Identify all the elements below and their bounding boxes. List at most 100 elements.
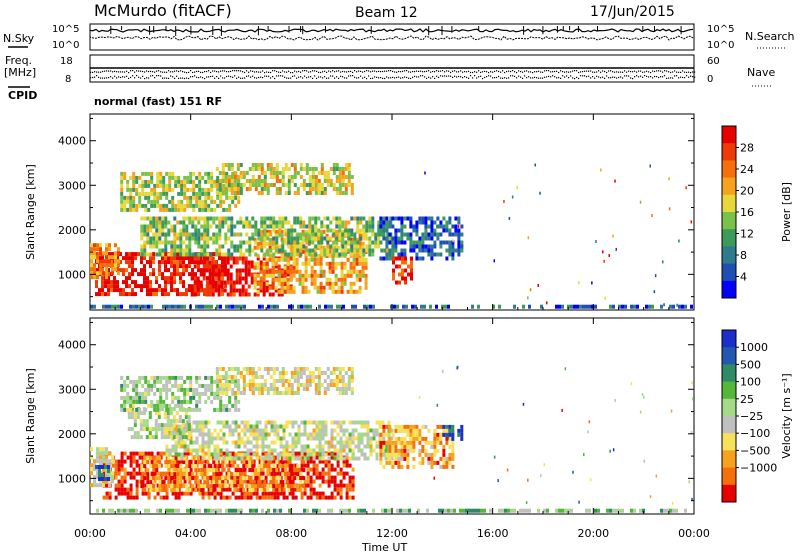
heatmap-cell <box>132 495 136 500</box>
heatmap-cell <box>96 455 99 460</box>
heatmap-cell <box>254 224 258 229</box>
heatmap-cell <box>254 472 258 477</box>
freq-point <box>226 71 228 73</box>
freq-point <box>404 70 406 72</box>
freq-point <box>184 71 186 73</box>
heatmap-cell <box>280 229 284 234</box>
heatmap-cell <box>303 424 307 429</box>
heatmap-cell <box>90 267 93 272</box>
heatmap-cell <box>221 224 225 229</box>
nave-point <box>230 76 232 78</box>
heatmap-cell <box>191 224 195 229</box>
heatmap-cell <box>281 468 285 473</box>
heatmap-cell <box>226 276 230 281</box>
heatmap-cell <box>206 260 209 265</box>
heatmap-cell <box>303 448 307 453</box>
heatmap-cell <box>139 435 143 440</box>
heatmap-cell <box>114 304 117 309</box>
heatmap-cell <box>179 468 183 473</box>
heatmap-cell <box>185 484 189 489</box>
heatmap-cell <box>296 220 300 225</box>
heatmap-cell <box>165 304 168 309</box>
nave-point <box>104 77 106 79</box>
heatmap-cell <box>180 459 184 464</box>
heatmap-cell <box>350 183 354 187</box>
heatmap-cell <box>200 464 204 469</box>
heatmap-cell <box>311 248 315 253</box>
heatmap-cell <box>292 273 296 278</box>
heatmap-cell <box>302 224 306 229</box>
heatmap-cell <box>275 248 279 253</box>
heatmap-cell <box>328 281 332 286</box>
heatmap-cell <box>159 171 163 176</box>
heatmap-cell <box>320 171 324 175</box>
heatmap-cell <box>394 452 398 457</box>
heatmap-cell <box>377 220 381 225</box>
heatmap-cell <box>111 475 114 480</box>
heatmap-cell <box>107 276 110 281</box>
nave-point <box>572 77 574 79</box>
freq-point <box>94 71 96 73</box>
heatmap-cell <box>335 191 339 195</box>
heatmap-cell <box>204 424 208 429</box>
heatmap-cell <box>95 284 98 289</box>
heatmap-cell <box>252 491 256 496</box>
heatmap-cell <box>315 428 319 433</box>
heatmap-cell <box>152 224 156 229</box>
heatmap-cell <box>251 488 255 493</box>
heatmap-cell <box>392 256 395 261</box>
heatmap-cell <box>331 257 335 262</box>
heatmap-cell <box>142 419 146 424</box>
heatmap-cell <box>284 163 288 167</box>
heatmap-cell <box>268 268 272 273</box>
heatmap-cell <box>171 187 175 192</box>
heatmap-cell <box>182 472 186 477</box>
heatmap-cell <box>288 420 292 425</box>
nave-point <box>174 77 176 79</box>
heatmap-cell <box>374 236 378 241</box>
heatmap-cell <box>306 459 310 464</box>
heatmap-cell <box>227 252 231 257</box>
freq-point <box>578 71 580 74</box>
heatmap-cell <box>672 304 675 309</box>
heatmap-cell <box>225 448 229 453</box>
heatmap-cell <box>254 163 258 167</box>
heatmap-cell <box>99 479 102 484</box>
heatmap-cell <box>216 452 220 457</box>
heatmap-cell <box>286 289 290 294</box>
nave-point <box>550 76 552 78</box>
heatmap-cell <box>379 240 383 245</box>
heatmap-cell <box>255 495 259 500</box>
heatmap-cell <box>155 228 159 233</box>
heatmap-cell <box>398 272 401 277</box>
heatmap-cell <box>125 252 128 257</box>
heatmap-cell <box>293 216 297 221</box>
heatmap-cell <box>271 292 275 297</box>
heatmap-cell <box>236 468 240 473</box>
heatmap-cell <box>219 436 223 441</box>
heatmap-cell <box>320 236 324 241</box>
freq-point <box>510 70 512 73</box>
heatmap-cell <box>183 475 187 480</box>
heatmap-cell <box>275 224 279 229</box>
heatmap-cell <box>297 456 301 461</box>
heatmap-cell <box>268 245 272 250</box>
heatmap-cell <box>122 292 125 297</box>
heatmap-cell <box>192 207 196 212</box>
heatmap-cell <box>267 444 271 449</box>
heatmap-cell <box>424 232 428 237</box>
heatmap-cell <box>195 483 199 488</box>
nave-point <box>458 75 460 78</box>
heatmap-cell <box>189 203 193 208</box>
heatmap-cell <box>379 256 383 261</box>
heatmap-cell <box>251 464 255 469</box>
heatmap-cell <box>158 268 161 273</box>
heatmap-cell <box>268 292 272 297</box>
heatmap-cell <box>104 292 107 297</box>
heatmap-cell <box>290 472 294 477</box>
heatmap-cell <box>302 476 306 481</box>
heatmap-cell <box>306 483 310 488</box>
nsearch-tick-top: 10^5 <box>707 24 734 35</box>
heatmap-cell <box>178 415 182 420</box>
heatmap-cell <box>135 459 139 464</box>
